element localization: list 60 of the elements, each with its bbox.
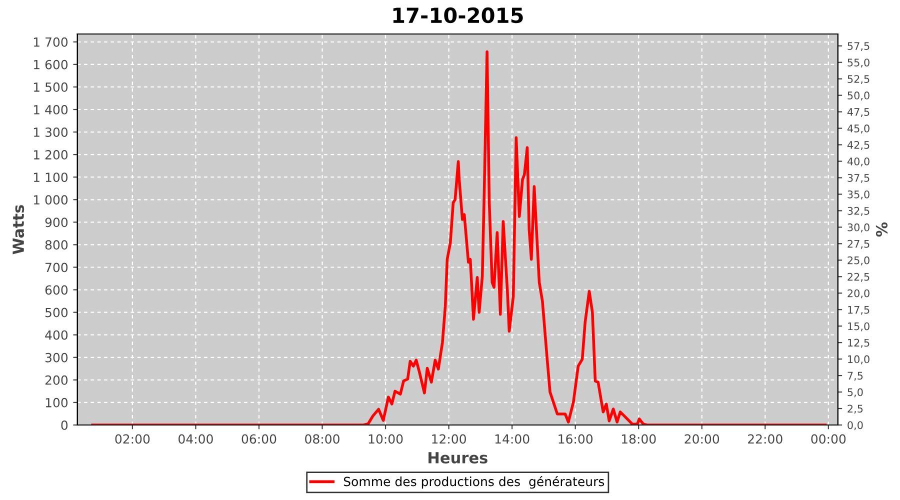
y-axis-title: Watts: [12, 205, 24, 254]
y-tick-label: 400: [45, 330, 68, 340]
y2-tick-label: 32,5: [848, 206, 870, 216]
y2-tick-label: 22,5: [848, 272, 870, 282]
y-tick-label: 1 500: [34, 82, 68, 92]
y-tick-label: 100: [46, 398, 68, 408]
y2-tick-label: 17,5: [848, 306, 870, 315]
y-tick-label: 1 200: [34, 150, 68, 160]
y2-tick-label: 25,0: [848, 256, 870, 266]
x-tick-label: 18:00: [622, 434, 656, 444]
y2-tick-label: 57,5: [848, 42, 870, 52]
y2-tick-label: 0,0: [848, 421, 863, 430]
x-tick-label: 14:00: [495, 434, 530, 444]
y2-tick-label: 7,5: [848, 372, 863, 381]
y2-tick-label: 12,5: [848, 338, 870, 348]
y2-tick-label: 52,5: [848, 75, 870, 84]
y-tick-label: 1 100: [34, 172, 68, 182]
x-tick-label: 16:00: [558, 434, 593, 444]
y-tick-label: 1 300: [34, 128, 68, 137]
legend-label: Somme des productions des générateurs: [344, 476, 604, 489]
x-tick-label: 00:00: [811, 434, 846, 444]
y-tick-label: 900: [45, 218, 68, 228]
y-tick-label: 700: [46, 262, 68, 272]
y2-tick-label: 15,0: [848, 322, 870, 332]
x-tick-label: 10:00: [368, 434, 403, 444]
x-tick-label: 12:00: [432, 434, 466, 444]
y2-tick-label: 30,0: [848, 223, 870, 232]
y-tick-label: 200: [45, 375, 68, 385]
x-tick-label: 22:00: [748, 434, 782, 444]
x-tick-label: 20:00: [684, 434, 720, 444]
y-tick-label: 500: [45, 308, 68, 318]
line-series: [91, 50, 827, 425]
y2-tick-label: 45,0: [847, 124, 870, 134]
y2-tick-label: 42,5: [847, 141, 870, 150]
chart-title: 17-10-2015: [393, 7, 523, 24]
y2-tick-label: 47,5: [847, 108, 870, 117]
y2-tick-label: 35,0: [848, 190, 870, 200]
y-tick-label: 1 600: [34, 60, 68, 70]
y2-tick-label: 10,0: [848, 355, 870, 364]
x-tick-label: 08:00: [305, 434, 340, 444]
y-tick-label: 1 700: [34, 37, 68, 47]
y2-axis-title: %: [876, 222, 888, 237]
y2-tick-label: 37,5: [848, 174, 870, 183]
y2-tick-label: 40,0: [847, 157, 870, 166]
y-tick-label: 1 000: [34, 195, 68, 205]
x-tick-label: 02:00: [115, 434, 150, 444]
y-tick-label: 300: [45, 352, 68, 362]
y2-tick-label: 20,0: [848, 289, 870, 298]
y2-tick-label: 55,0: [848, 58, 870, 68]
y-tick-label: 1 400: [34, 104, 68, 114]
y-tick-label: 600: [45, 285, 68, 295]
y-tick-label: 0: [61, 420, 68, 430]
y2-tick-label: 27,5: [848, 240, 870, 249]
y2-tick-label: 2,5: [848, 404, 863, 414]
x-axis-title: Heures: [428, 452, 488, 464]
y-tick-label: 800: [45, 240, 68, 250]
y2-tick-label: 50,0: [848, 92, 870, 100]
x-tick-label: 06:00: [242, 434, 276, 444]
x-tick-label: 04:00: [178, 434, 213, 444]
y2-tick-label: 5,0: [848, 388, 863, 398]
